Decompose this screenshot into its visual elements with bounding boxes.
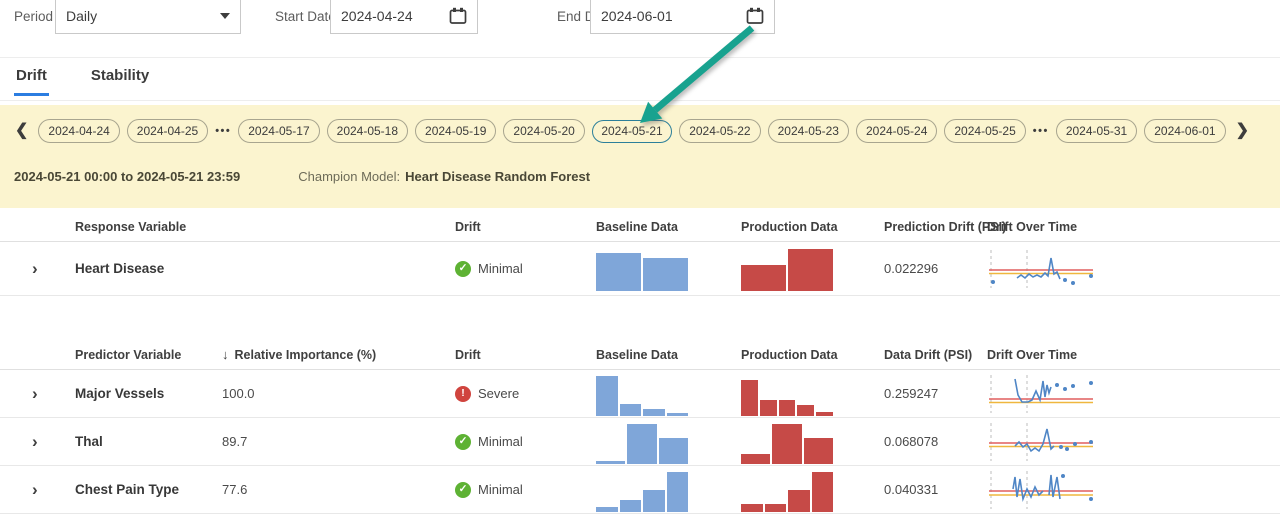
drift-status: Minimal (478, 482, 523, 497)
severe-drift-icon: ! (455, 385, 471, 402)
period-select[interactable]: Daily (55, 0, 241, 34)
baseline-histogram (596, 247, 741, 291)
psi-value: 0.259247 (884, 386, 939, 401)
tab-stability[interactable]: Stability (90, 67, 150, 84)
col-header-response-variable: Response Variable (75, 219, 187, 234)
col-header-baseline-data: Baseline Data (596, 219, 678, 234)
timeline-pill-row: ❮ 2024-04-24 2024-04-25 ••• 2024-05-17 2024-0… (0, 105, 1280, 144)
timeline-prev-icon[interactable]: ❮ (15, 122, 29, 140)
timeline-date-pill[interactable]: 2024-05-19 (415, 119, 497, 144)
minimal-drift-icon: ✓ (455, 260, 471, 277)
tab-drift[interactable]: Drift (14, 67, 49, 96)
production-histogram (741, 372, 884, 416)
table-row: › Chest Pain Type 77.6 ✓ Minimal 0.04033… (0, 466, 1280, 514)
timeline-date-pill[interactable]: 2024-05-20 (503, 119, 585, 144)
drift-status: Severe (478, 386, 520, 401)
psi-value: 0.068078 (884, 434, 939, 449)
timeline-next-icon[interactable]: ❯ (1235, 122, 1250, 140)
baseline-histogram (596, 420, 741, 464)
timeline-ellipsis: ••• (215, 125, 232, 138)
relative-importance-value: 77.6 (222, 482, 248, 497)
expand-chevron-icon[interactable]: › (32, 480, 38, 499)
calendar-icon[interactable] (449, 7, 467, 25)
sort-descending-icon: ↓ (222, 347, 229, 362)
chevron-down-icon (220, 12, 230, 19)
start-date-value: 2024-04-24 (341, 7, 413, 24)
drift-over-time-sparkline (989, 374, 1093, 413)
row-name: Major Vessels (75, 386, 165, 401)
champion-model-value: Heart Disease Random Forest (405, 169, 591, 184)
calendar-icon[interactable] (746, 7, 764, 25)
expand-chevron-icon[interactable]: › (32, 432, 38, 451)
response-variable-table: Response Variable Drift Baseline Data Pr… (0, 212, 1280, 296)
baseline-histogram (596, 468, 741, 512)
col-header-drift: Drift (455, 219, 481, 234)
col-header-production-data: Production Data (741, 347, 838, 362)
row-name: Heart Disease (75, 261, 165, 276)
selected-range-text: 2024-05-21 00:00 to 2024-05-21 23:59 (14, 169, 241, 184)
period-value: Daily (66, 7, 98, 24)
timeline-date-pill[interactable]: 2024-05-21 (591, 119, 673, 143)
response-table-header: Response Variable Drift Baseline Data Pr… (0, 212, 1280, 242)
drift-status: Minimal (478, 261, 523, 276)
predictor-table-header: Predictor Variable ↓ Relative Importance… (0, 340, 1280, 370)
selected-range-line: 2024-05-21 00:00 to 2024-05-21 23:59 Cha… (14, 169, 590, 184)
drift-over-time-sparkline (989, 422, 1093, 461)
timeline-date-pill[interactable]: 2024-05-24 (855, 119, 938, 144)
col-header-prediction-drift-psi: Prediction Drift (PSI) (884, 219, 1007, 234)
minimal-drift-icon: ✓ (455, 433, 471, 450)
table-row: › Major Vessels 100.0 ! Severe 0.259247 (0, 370, 1280, 418)
baseline-histogram (596, 372, 741, 416)
relative-importance-value: 100.0 (222, 386, 255, 401)
psi-value: 0.040331 (884, 482, 939, 497)
timeline-date-pill[interactable]: 2024-05-23 (767, 119, 849, 144)
timeline-date-pill[interactable]: 2024-05-31 (1055, 119, 1138, 144)
filter-bar: Period Daily Start Date 2024-04-24 End D… (0, 0, 1280, 58)
end-date-value: 2024-06-01 (601, 7, 673, 24)
start-date-input[interactable]: 2024-04-24 (330, 0, 478, 34)
row-name: Chest Pain Type (75, 482, 180, 497)
timeline-band: ❮ 2024-04-24 2024-04-25 ••• 2024-05-17 2024-0… (0, 105, 1280, 208)
drift-over-time-sparkline (989, 249, 1093, 288)
predictor-variable-table: Predictor Variable ↓ Relative Importance… (0, 340, 1280, 514)
expand-chevron-icon[interactable]: › (32, 384, 38, 403)
timeline-date-pill[interactable]: 2024-05-17 (238, 119, 320, 144)
timeline-ellipsis: ••• (1032, 125, 1049, 138)
minimal-drift-icon: ✓ (455, 481, 471, 498)
timeline-date-pill[interactable]: 2024-05-25 (944, 119, 1026, 144)
timeline-date-pill[interactable]: 2024-06-01 (1144, 119, 1226, 144)
psi-value: 0.022296 (884, 261, 939, 276)
tab-bar: Drift Stability (0, 59, 1280, 101)
table-row: › Thal 89.7 ✓ Minimal 0.068078 (0, 418, 1280, 466)
col-header-production-data: Production Data (741, 219, 838, 234)
start-date-label: Start Date (275, 9, 336, 24)
expand-chevron-icon[interactable]: › (32, 259, 38, 278)
timeline-date-pill[interactable]: 2024-04-25 (126, 119, 209, 144)
col-header-relative-importance[interactable]: ↓ Relative Importance (%) (222, 347, 377, 362)
row-name: Thal (75, 434, 103, 449)
timeline-date-pill[interactable]: 2024-04-24 (38, 119, 120, 144)
champion-model-label: Champion Model: (298, 169, 401, 184)
production-histogram (741, 247, 884, 291)
col-header-drift-over-time: Drift Over Time (987, 219, 1078, 234)
col-header-drift: Drift (455, 347, 481, 362)
end-date-input[interactable]: 2024-06-01 (590, 0, 775, 34)
production-histogram (741, 468, 884, 512)
relative-importance-value: 89.7 (222, 434, 248, 449)
timeline-date-pill[interactable]: 2024-05-22 (679, 119, 761, 144)
table-row: › Heart Disease ✓ Minimal 0.022296 (0, 242, 1280, 296)
drift-status: Minimal (478, 434, 523, 449)
timeline-date-pill[interactable]: 2024-05-18 (326, 119, 409, 144)
production-histogram (741, 420, 884, 464)
col-header-predictor-variable: Predictor Variable (75, 347, 182, 362)
col-header-baseline-data: Baseline Data (596, 347, 678, 362)
period-label: Period (14, 9, 54, 24)
drift-over-time-sparkline (989, 470, 1093, 509)
col-header-data-drift-psi: Data Drift (PSI) (884, 347, 973, 362)
col-header-drift-over-time: Drift Over Time (987, 347, 1078, 362)
